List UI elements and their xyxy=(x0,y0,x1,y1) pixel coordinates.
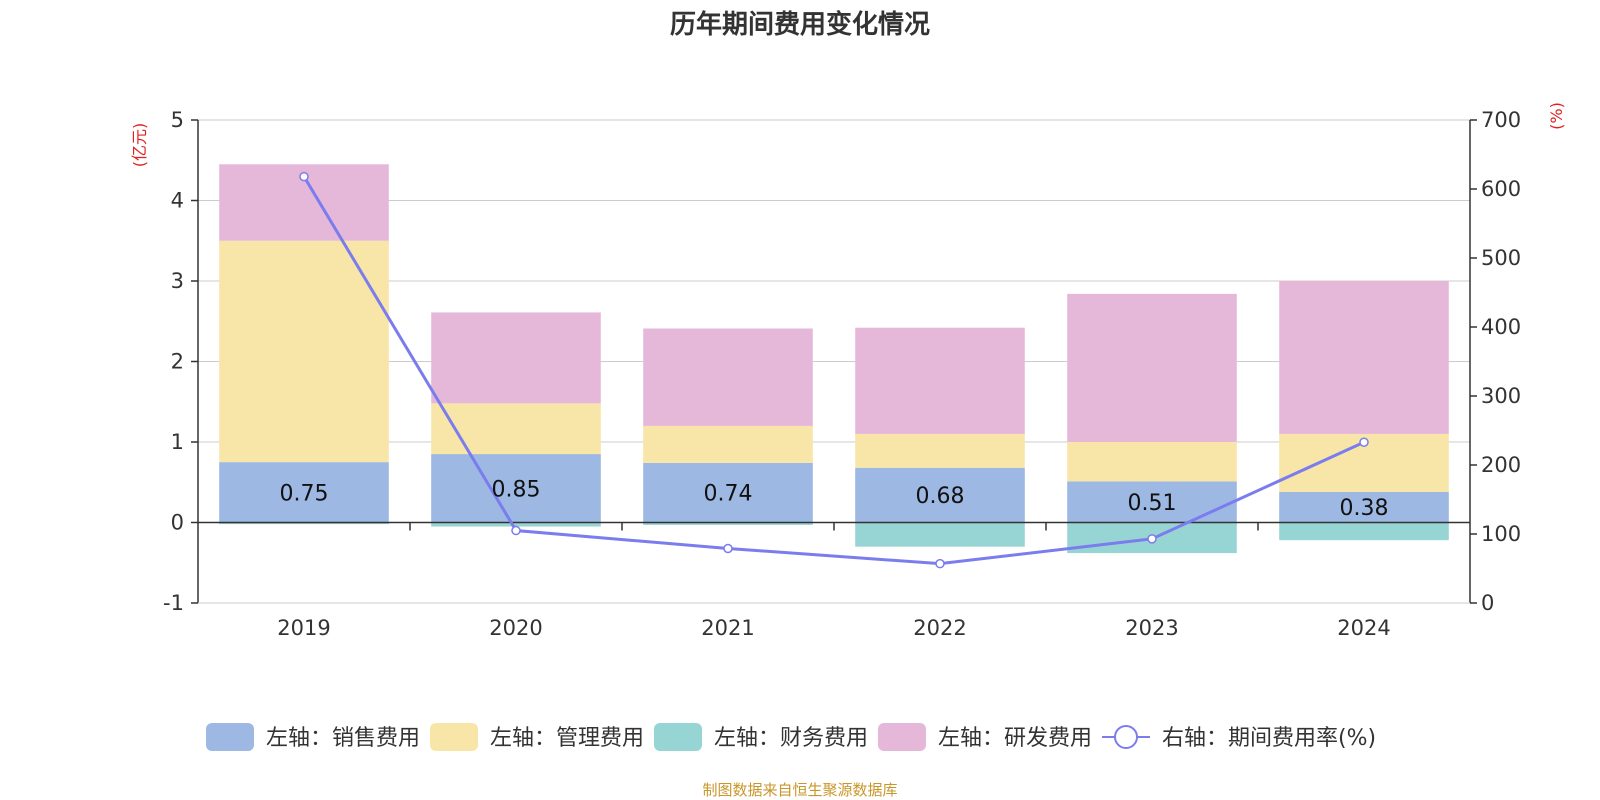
right-tick-label: 500 xyxy=(1481,246,1521,270)
chart-title: 历年期间费用变化情况 xyxy=(669,10,930,40)
bar-admin xyxy=(219,240,389,463)
legend-item-sales[interactable]: 左轴：销售费用 xyxy=(206,723,420,751)
rate-line xyxy=(302,175,1365,566)
left-axis-unit: (亿元) xyxy=(130,123,149,168)
bar-admin xyxy=(1067,442,1237,482)
rate-point xyxy=(299,171,309,182)
right-tick-label: 100 xyxy=(1481,522,1521,546)
rate-point xyxy=(511,525,521,536)
bar-rnd xyxy=(431,312,601,404)
legend-swatch xyxy=(878,723,926,751)
bar-sales xyxy=(643,462,813,523)
bar-admin xyxy=(643,425,813,463)
left-tick-label: 0 xyxy=(171,511,184,535)
line-layer xyxy=(299,171,1369,569)
sales-data-label: 0.74 xyxy=(704,482,753,507)
x-tick-label: 2024 xyxy=(1337,616,1390,640)
legend-swatch xyxy=(206,723,254,751)
right-tick-label: 600 xyxy=(1481,177,1521,201)
legend-item-finance[interactable]: 左轴：财务费用 xyxy=(654,723,868,751)
legend-item-admin[interactable]: 左轴：管理费用 xyxy=(430,723,644,751)
right-tick-label: 0 xyxy=(1481,591,1494,615)
sales-data-label: 0.75 xyxy=(280,481,329,506)
bar-finance xyxy=(1279,522,1449,541)
legend-label: 左轴：管理费用 xyxy=(490,726,644,751)
right-tick-label: 700 xyxy=(1481,108,1521,132)
bar-rnd xyxy=(1279,281,1449,434)
bar-sales xyxy=(1279,491,1449,523)
x-tick-label: 2022 xyxy=(913,616,966,640)
bar-layer xyxy=(219,164,1449,554)
legend-item-rnd[interactable]: 左轴：研发费用 xyxy=(878,723,1092,751)
x-tick-label: 2020 xyxy=(489,616,542,640)
bar-finance xyxy=(431,522,601,527)
legend-item-rate[interactable]: 右轴：期间费用率(%) xyxy=(1102,725,1376,751)
bar-rnd xyxy=(855,327,1025,434)
bar-finance xyxy=(219,522,389,525)
legend-label: 左轴：销售费用 xyxy=(266,726,420,751)
right-axis-unit: (%) xyxy=(1547,102,1566,130)
left-tick-label: 2 xyxy=(171,350,184,374)
left-tick-label: 1 xyxy=(171,430,184,454)
x-tick-label: 2019 xyxy=(277,616,330,640)
left-tick-label: 3 xyxy=(171,269,184,293)
x-tick-label: 2021 xyxy=(701,616,754,640)
bar-sales xyxy=(219,462,389,523)
bar-sales xyxy=(855,467,1025,523)
sales-data-label: 0.68 xyxy=(916,484,965,509)
legend-label: 左轴：研发费用 xyxy=(938,726,1092,751)
right-tick-label: 200 xyxy=(1481,453,1521,477)
source-note: 制图数据来自恒生聚源数据库 xyxy=(702,781,898,799)
legend-layer[interactable]: 左轴：销售费用 左轴：管理费用 左轴：财务费用 左轴：研发费用 右轴：期间费用率(%) xyxy=(206,723,1376,751)
rate-point xyxy=(723,543,733,554)
rate-point xyxy=(1147,534,1157,544)
rate-point xyxy=(935,558,945,569)
rate-point xyxy=(1359,437,1369,447)
sales-data-label: 0.38 xyxy=(1340,496,1389,521)
left-tick-label: -1 xyxy=(163,591,184,615)
legend-label: 左轴：财务费用 xyxy=(714,726,868,751)
axis-layer: -1 0 1 2 3 4 5 0 100 200 300 400 500 600 700 2019 2020 20… xyxy=(130,102,1566,640)
x-tick-label: 2023 xyxy=(1125,616,1178,640)
bar-rnd xyxy=(643,328,813,426)
bar-admin xyxy=(855,433,1025,468)
legend-label: 右轴：期间费用率(%) xyxy=(1162,726,1376,751)
bar-rnd xyxy=(1067,293,1237,442)
label-layer: 0.75 0.85 0.74 0.68 0.51 0.38 xyxy=(280,477,1389,521)
sales-data-label: 0.51 xyxy=(1128,491,1177,516)
right-tick-label: 400 xyxy=(1481,315,1521,339)
left-tick-label: 4 xyxy=(171,189,184,213)
bar-finance xyxy=(855,522,1025,547)
bar-admin xyxy=(431,403,601,455)
sales-data-label: 0.85 xyxy=(492,477,541,502)
legend-swatch xyxy=(654,723,702,751)
legend-swatch xyxy=(430,723,478,751)
bar-finance xyxy=(643,522,813,525)
bar-sales xyxy=(431,454,601,523)
right-tick-label: 300 xyxy=(1481,384,1521,408)
legend-marker xyxy=(1114,725,1138,749)
bar-sales xyxy=(1067,481,1237,523)
left-tick-label: 5 xyxy=(171,108,184,132)
